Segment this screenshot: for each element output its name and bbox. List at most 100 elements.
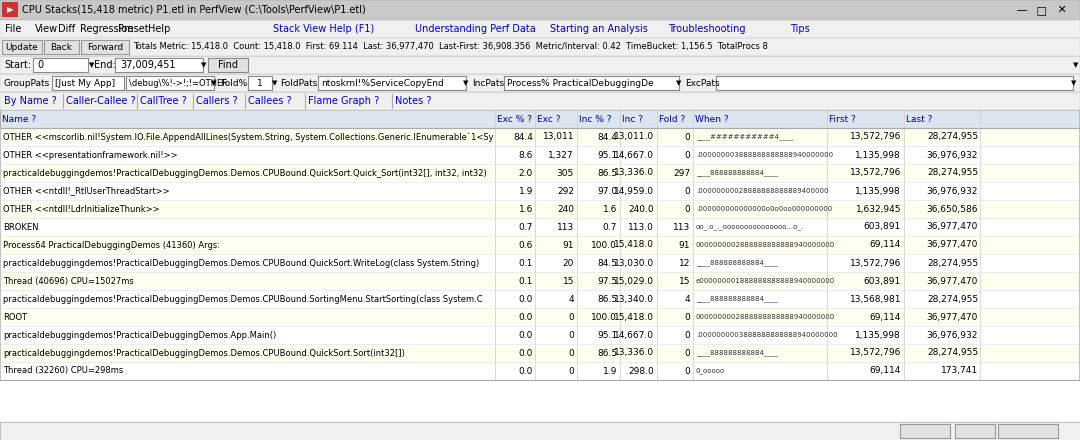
Text: Inc ?: Inc ? xyxy=(622,114,643,124)
Text: 0.6: 0.6 xyxy=(518,241,534,249)
Text: 36,976,932: 36,976,932 xyxy=(927,150,978,160)
Text: End:: End: xyxy=(94,60,116,70)
Text: ✕: ✕ xyxy=(1054,5,1066,15)
Text: 28,274,955: 28,274,955 xyxy=(927,348,978,357)
Text: 1,135,998: 1,135,998 xyxy=(855,187,901,195)
Text: When ?: When ? xyxy=(696,114,729,124)
Text: File: File xyxy=(5,24,22,34)
Text: ▼: ▼ xyxy=(211,80,216,86)
Text: practicaldebuggingdemos!PracticalDebuggingDemos.Demos.CPUBound.QuickSort.Sort(in: practicaldebuggingdemos!PracticalDebuggi… xyxy=(3,348,405,357)
Text: 0: 0 xyxy=(685,150,690,160)
Text: ____888888888884____: ____888888888884____ xyxy=(696,350,778,356)
Text: 240: 240 xyxy=(557,205,573,213)
Text: 0.7: 0.7 xyxy=(518,223,534,231)
Text: ▼: ▼ xyxy=(1071,80,1077,86)
Text: 13,572,796: 13,572,796 xyxy=(850,348,901,357)
Text: ▼: ▼ xyxy=(463,80,469,86)
Text: 1.6: 1.6 xyxy=(518,205,534,213)
Text: oo_.o_._ooooooooooooooo...o_.: oo_.o_._ooooooooooooooo...o_. xyxy=(696,224,805,230)
Text: OTHER <<presentationframework.nil!>>: OTHER <<presentationframework.nil!>> xyxy=(3,150,177,160)
Text: 0: 0 xyxy=(568,367,573,375)
Text: Caller-Callee ?: Caller-Callee ? xyxy=(66,96,136,106)
Text: 2.0: 2.0 xyxy=(518,169,534,177)
Text: 0: 0 xyxy=(685,205,690,213)
Text: 1.6: 1.6 xyxy=(603,205,617,213)
Text: 0: 0 xyxy=(685,312,690,322)
Text: .000000003888888888888940000000: .000000003888888888888940000000 xyxy=(696,152,833,158)
Text: 0.0: 0.0 xyxy=(518,312,534,322)
Text: 1,135,998: 1,135,998 xyxy=(855,150,901,160)
Text: 0000000002888888888888940000000: 0000000002888888888888940000000 xyxy=(696,242,835,248)
Text: ▼: ▼ xyxy=(676,80,681,86)
Text: Process64 PracticalDebuggingDemos (41360) Args:: Process64 PracticalDebuggingDemos (41360… xyxy=(3,241,220,249)
Text: 0_ooooo: 0_ooooo xyxy=(696,368,726,374)
Text: □: □ xyxy=(1032,5,1047,15)
Text: CPU Stacks(15,418 metric) P1.etl in PerfView (C:\Tools\PerfView\P1.etl): CPU Stacks(15,418 metric) P1.etl in Perf… xyxy=(22,5,366,15)
Text: 0000000002888888888888940000000: 0000000002888888888888940000000 xyxy=(696,314,835,320)
Text: 0: 0 xyxy=(568,330,573,340)
Text: Cancel: Cancel xyxy=(1013,426,1043,436)
Text: 13,011: 13,011 xyxy=(542,132,573,142)
Text: ▼: ▼ xyxy=(201,62,206,68)
Text: 0: 0 xyxy=(685,187,690,195)
Text: ____888888888884____: ____888888888884____ xyxy=(696,170,778,176)
Text: OTHER <<mscorlib.nil!System.IO.File.AppendAllLines(System.String, System.Collect: OTHER <<mscorlib.nil!System.IO.File.Appe… xyxy=(3,132,494,142)
Text: OTHER <<ntdll!LdrInitializeThunk>>: OTHER <<ntdll!LdrInitializeThunk>> xyxy=(3,205,160,213)
Text: 36,977,470: 36,977,470 xyxy=(927,312,978,322)
Text: Method: OTHER <<ntdll!_RtlUserThreadStart>> (14667 inclusive samples, 95.13%): Method: OTHER <<ntdll!_RtlUserThreadStar… xyxy=(4,426,386,436)
Text: Understanding Perf Data: Understanding Perf Data xyxy=(415,24,536,34)
Text: 1,632,945: 1,632,945 xyxy=(855,205,901,213)
Text: 100.0: 100.0 xyxy=(591,312,617,322)
Text: 69,114: 69,114 xyxy=(869,367,901,375)
Text: First ?: First ? xyxy=(829,114,855,124)
Text: 95.1: 95.1 xyxy=(597,330,617,340)
Text: 36,976,932: 36,976,932 xyxy=(927,330,978,340)
Text: 173,741: 173,741 xyxy=(941,367,978,375)
Text: practicaldebuggingdemos!PracticalDebuggingDemos.Demos.CPUBound.QuickSort.WriteLo: practicaldebuggingdemos!PracticalDebuggi… xyxy=(3,259,480,268)
Text: Starting an Analysis: Starting an Analysis xyxy=(550,24,648,34)
Text: 97.0: 97.0 xyxy=(597,187,617,195)
Text: 36,650,586: 36,650,586 xyxy=(927,205,978,213)
Text: 0: 0 xyxy=(685,367,690,375)
Text: 0.0: 0.0 xyxy=(518,294,534,304)
Text: 15,029.0: 15,029.0 xyxy=(615,276,654,286)
Text: ▼: ▼ xyxy=(1074,62,1078,68)
Text: 14,667.0: 14,667.0 xyxy=(615,150,654,160)
Text: 15,418.0: 15,418.0 xyxy=(615,241,654,249)
Text: 14,959.0: 14,959.0 xyxy=(615,187,654,195)
Text: Callees ?: Callees ? xyxy=(248,96,292,106)
Text: Find: Find xyxy=(218,60,238,70)
Text: 240.0: 240.0 xyxy=(629,205,654,213)
Text: 1: 1 xyxy=(257,78,262,88)
Text: CallTree ?: CallTree ? xyxy=(140,96,187,106)
Text: 69,114: 69,114 xyxy=(869,312,901,322)
Text: 69,114: 69,114 xyxy=(869,241,901,249)
Text: 91: 91 xyxy=(563,241,573,249)
Text: 86.5: 86.5 xyxy=(597,348,617,357)
Text: 13,336.0: 13,336.0 xyxy=(613,348,654,357)
Text: By Name ?: By Name ? xyxy=(4,96,57,106)
Text: 1.9: 1.9 xyxy=(603,367,617,375)
Text: 12: 12 xyxy=(678,259,690,268)
Text: 84.5: 84.5 xyxy=(597,259,617,268)
Text: GroupPats: GroupPats xyxy=(3,78,50,88)
Text: Forward: Forward xyxy=(86,43,123,51)
Text: 4: 4 xyxy=(568,294,573,304)
Text: 0.7: 0.7 xyxy=(603,223,617,231)
Text: Name ?: Name ? xyxy=(2,114,37,124)
Text: Stack View Help (F1): Stack View Help (F1) xyxy=(273,24,375,34)
Text: 603,891: 603,891 xyxy=(864,276,901,286)
Text: Update: Update xyxy=(5,43,39,51)
Text: 0: 0 xyxy=(568,312,573,322)
Text: practicaldebuggingdemos!PracticalDebuggingDemos.Demos.CPUBound.SortingMenu.Start: practicaldebuggingdemos!PracticalDebuggi… xyxy=(3,294,483,304)
Text: 1.9: 1.9 xyxy=(518,187,534,195)
Text: 0.1: 0.1 xyxy=(518,259,534,268)
Text: 13,572,796: 13,572,796 xyxy=(850,259,901,268)
Text: 28,274,955: 28,274,955 xyxy=(927,294,978,304)
Text: 13,572,796: 13,572,796 xyxy=(850,169,901,177)
Text: 37,009,451: 37,009,451 xyxy=(120,60,175,70)
Text: e000000001888888888888940000000: e000000001888888888888940000000 xyxy=(696,278,835,284)
Text: 0.0: 0.0 xyxy=(518,348,534,357)
Text: 91: 91 xyxy=(678,241,690,249)
Text: [Just My App]: [Just My App] xyxy=(55,78,116,88)
